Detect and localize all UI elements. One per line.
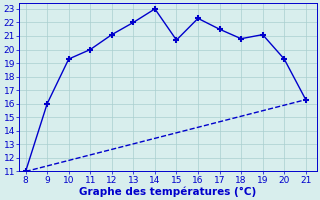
X-axis label: Graphe des températures (°C): Graphe des températures (°C) (79, 186, 256, 197)
